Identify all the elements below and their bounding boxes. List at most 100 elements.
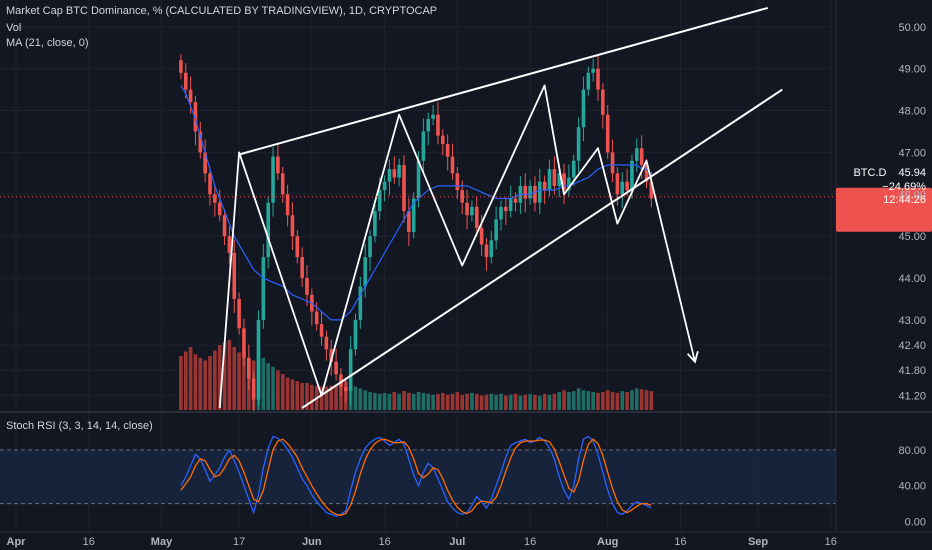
candle-body (552, 169, 557, 186)
candle-body (649, 181, 654, 199)
volume-bar (300, 383, 304, 410)
volume-bar (188, 347, 193, 410)
candle-body (484, 244, 489, 258)
volume-bar (387, 393, 392, 410)
volume-bar (649, 391, 654, 410)
candle-body (368, 236, 372, 258)
candle-body (334, 361, 338, 375)
ma-legend: MA (21, close, 0) (6, 37, 89, 49)
time-tick-label: 16 (825, 536, 837, 548)
time-tick-label: 16 (378, 536, 390, 548)
price-tick-label: 41.80 (898, 365, 926, 377)
candle-body (528, 185, 532, 199)
candle-body (625, 181, 629, 191)
candle-body (232, 252, 237, 300)
volume-bar (358, 388, 363, 410)
price-tick-label: 43.00 (898, 315, 926, 327)
volume-bar (513, 393, 518, 410)
candle-body (455, 173, 460, 191)
time-tick-label: Apr (7, 536, 27, 548)
trendline-drawings[interactable] (218, 6, 783, 409)
candle-body (261, 257, 266, 320)
volume-bar (508, 394, 513, 410)
candle-body (562, 173, 566, 191)
time-tick-label: 16 (83, 536, 95, 548)
volume-bar (363, 390, 367, 410)
candle-body (208, 173, 212, 195)
candle-body (479, 227, 484, 245)
volume-bar (504, 395, 508, 410)
symbol-tag: BTC.D 45.94 (836, 167, 932, 179)
volume-bar (310, 384, 314, 410)
candle-body (348, 349, 353, 392)
volume-bar (373, 392, 377, 410)
candle-body (203, 152, 207, 174)
volume-bar (324, 386, 329, 410)
change-label: −24.69% (882, 181, 926, 193)
chart-title: Market Cap BTC Dominance, % (CALCULATED … (6, 5, 438, 17)
countdown-label: 12:44:26 (883, 194, 926, 206)
volume-bar (183, 351, 188, 410)
candle-body (445, 144, 450, 157)
candle-body (290, 215, 295, 237)
volume-bar (421, 392, 426, 410)
candle-body (242, 328, 246, 358)
volume-bar (450, 393, 455, 410)
volume-bar (179, 356, 183, 410)
volume-bar (261, 357, 266, 410)
volume-bar (271, 366, 275, 410)
candle-body (644, 164, 649, 182)
volume-bar (305, 383, 309, 410)
volume-bar (436, 393, 440, 410)
volume-bar (601, 392, 605, 410)
volume-bar (193, 354, 198, 410)
volume-bar (382, 392, 387, 410)
price-tick-label: 50.00 (898, 22, 926, 34)
candle-body (605, 114, 610, 153)
volume-bar (416, 392, 421, 410)
candle-body (276, 156, 280, 174)
candle-body (411, 198, 416, 232)
candle-body (295, 236, 300, 258)
ma-21-line (180, 85, 652, 321)
volume-bar (377, 393, 382, 410)
candle-body (305, 278, 309, 295)
volume-bar (528, 393, 532, 410)
candle-body (387, 169, 392, 182)
volume-bar (639, 389, 644, 410)
candle-body (256, 319, 261, 400)
stoch-tick-label: 80.00 (898, 445, 926, 457)
time-tick-label: Aug (597, 536, 618, 548)
candle-body (426, 118, 431, 132)
candle-body (436, 114, 440, 136)
candle-body (324, 336, 329, 350)
volume-bar (203, 360, 207, 410)
candle-body (620, 181, 625, 195)
candle-body (441, 135, 445, 145)
candle-body (508, 198, 513, 212)
volume-bar (276, 370, 280, 410)
volume-bar (339, 383, 343, 410)
candle-body (353, 319, 358, 350)
candle-body (271, 156, 275, 203)
candle-body (227, 236, 232, 253)
stoch-tick-label: 40.00 (898, 481, 926, 493)
candle-body (450, 156, 455, 174)
volume-bar (392, 392, 397, 410)
candle-body (460, 190, 464, 203)
volume-bar (479, 395, 484, 410)
volume-bar (571, 391, 576, 410)
volume-bar (445, 394, 450, 410)
candle-body (377, 190, 382, 212)
volume-bar (586, 391, 591, 410)
candle-body (610, 152, 615, 174)
candle-body (513, 198, 518, 203)
volume-bar (620, 391, 625, 410)
candle-body (538, 181, 542, 203)
price-tick-label: 41.20 (898, 390, 926, 402)
candle-body (586, 72, 591, 90)
stoch-tick-label: 0.00 (905, 517, 926, 529)
stoch-k-line (180, 435, 652, 517)
